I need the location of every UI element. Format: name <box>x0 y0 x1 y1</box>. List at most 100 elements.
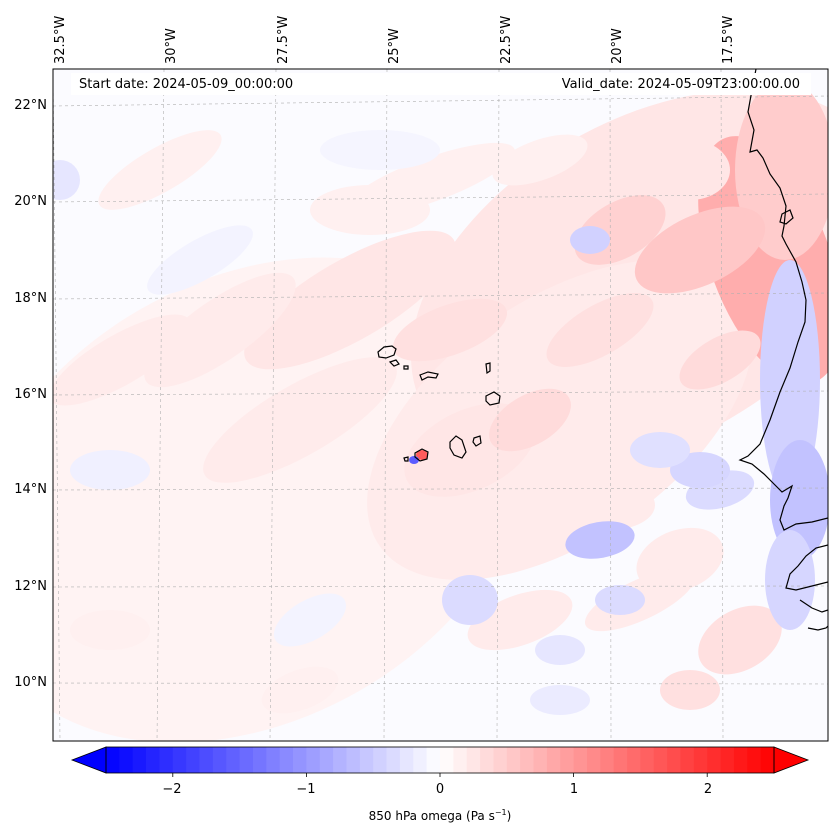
lon-label-30w: 30°W <box>164 28 179 64</box>
colorbar-level <box>693 747 708 773</box>
island-fogo <box>414 448 429 462</box>
omega-negative-region <box>273 593 347 647</box>
colorbar-level <box>760 747 775 773</box>
coast-guinea <box>807 625 828 631</box>
omega-negative-region <box>670 452 730 488</box>
omega-positive-region <box>70 610 150 650</box>
coast-guinea-bissau <box>785 544 828 591</box>
omega-negative-region <box>570 226 610 254</box>
lat-label-16n: 16°N <box>14 387 47 402</box>
lat-label-22n: 22°N <box>14 98 47 113</box>
lat-label-20n: 20°N <box>14 194 47 209</box>
lon-label-32-5w: 32.5°W <box>53 15 68 64</box>
island-maio <box>472 435 482 447</box>
lon-label-27-5w: 27.5°W <box>276 15 291 64</box>
colorbar-level <box>440 747 454 773</box>
colorbar-level <box>226 747 240 773</box>
omega-negative-region <box>320 130 440 170</box>
meridian-gridline <box>383 69 388 741</box>
colorbar <box>70 746 810 777</box>
colorbar-level <box>212 747 227 773</box>
colorbar-level <box>239 747 254 773</box>
colorbar-level <box>346 747 361 773</box>
lat-label-10n: 10°N <box>14 675 47 690</box>
colorbar-level <box>413 747 428 773</box>
island-sao-vicente <box>388 359 400 367</box>
omega-positive-region <box>98 130 222 210</box>
colorbar-level <box>333 747 347 773</box>
island-sal <box>485 362 491 375</box>
island-brava <box>403 456 409 462</box>
lon-label-17-5w: 17.5°W <box>721 15 736 64</box>
colorbar-level <box>172 747 187 773</box>
colorbar-level <box>533 747 548 773</box>
omega-negative-region <box>70 450 150 490</box>
colorbar-level <box>373 747 387 773</box>
meridian-gridline <box>156 69 165 741</box>
omega-positive-region <box>261 666 339 714</box>
colorbar-level <box>733 747 748 773</box>
colorbar-level <box>106 747 120 773</box>
colorbar-label-text: 850 hPa omega (Pa s <box>368 809 495 823</box>
colorbar-level <box>506 747 521 773</box>
island-santiago <box>449 435 467 459</box>
omega-positive-region <box>492 134 588 186</box>
omega-positive-region <box>53 314 191 406</box>
colorbar-level <box>640 747 655 773</box>
colorbar-level <box>319 747 334 773</box>
colorbar-tick-label-2: 2 <box>703 782 713 797</box>
omega-positive-region <box>546 293 654 367</box>
africa-coastline <box>738 69 828 531</box>
coastline <box>377 69 828 631</box>
colorbar-level <box>306 747 321 773</box>
colorbar-level <box>186 747 200 773</box>
omega-positive-region <box>565 480 655 530</box>
colorbar-level <box>399 747 414 773</box>
island-senegal-delta <box>779 209 794 225</box>
colorbar-level <box>653 747 668 773</box>
meridian-gridline <box>496 69 500 741</box>
colorbar-level <box>627 747 641 773</box>
meridian-gridline <box>53 69 61 741</box>
omega-positive-region <box>698 605 782 675</box>
omega-negative-region <box>530 685 590 715</box>
omega-positive-region <box>489 388 571 452</box>
omega-positive-region <box>416 450 428 460</box>
colorbar-extend-max <box>773 746 810 774</box>
colorbar-level <box>293 747 307 773</box>
colorbar-level <box>199 747 214 773</box>
start-date-text: Start date: 2024-05-09_00:00:00 <box>79 77 294 92</box>
colorbar-tick-label-neg1: −1 <box>296 782 316 797</box>
coast-bijagos <box>799 599 828 613</box>
omega-positive-region <box>650 140 730 200</box>
meridian-gridline <box>720 69 724 741</box>
colorbar-tick-label-1: 1 <box>569 782 579 797</box>
colorbar-level <box>480 747 494 773</box>
omega-positive-region <box>203 357 397 483</box>
lon-label-22-5w: 22.5°W <box>499 15 514 64</box>
colorbar-level <box>132 747 147 773</box>
colorbar-tick-label-neg2: −2 <box>162 782 182 797</box>
omega-negative-region <box>595 585 645 615</box>
lat-label-12n: 12°N <box>14 579 47 594</box>
meridian-gridline <box>269 69 277 741</box>
omega-negative-region <box>565 521 635 559</box>
omega-negative-region <box>630 432 690 468</box>
lon-label-25w: 25°W <box>387 28 402 64</box>
omega-positive-region <box>634 206 766 294</box>
colorbar-level <box>426 747 441 773</box>
colorbar-tick-label-0: 0 <box>435 782 445 797</box>
omega-positive-region <box>345 142 515 218</box>
island-boa-vista <box>485 391 501 406</box>
omega-positive-region <box>144 272 296 388</box>
colorbar-level <box>119 747 134 773</box>
colorbar-level <box>359 747 374 773</box>
colorbar-level <box>159 747 174 773</box>
colorbar-level <box>493 747 508 773</box>
omega-positive-region <box>660 670 720 710</box>
colorbar-level <box>386 747 401 773</box>
omega-positive-region <box>392 298 508 362</box>
island-santa-luzia <box>403 365 409 370</box>
colorbar-level <box>667 747 681 773</box>
